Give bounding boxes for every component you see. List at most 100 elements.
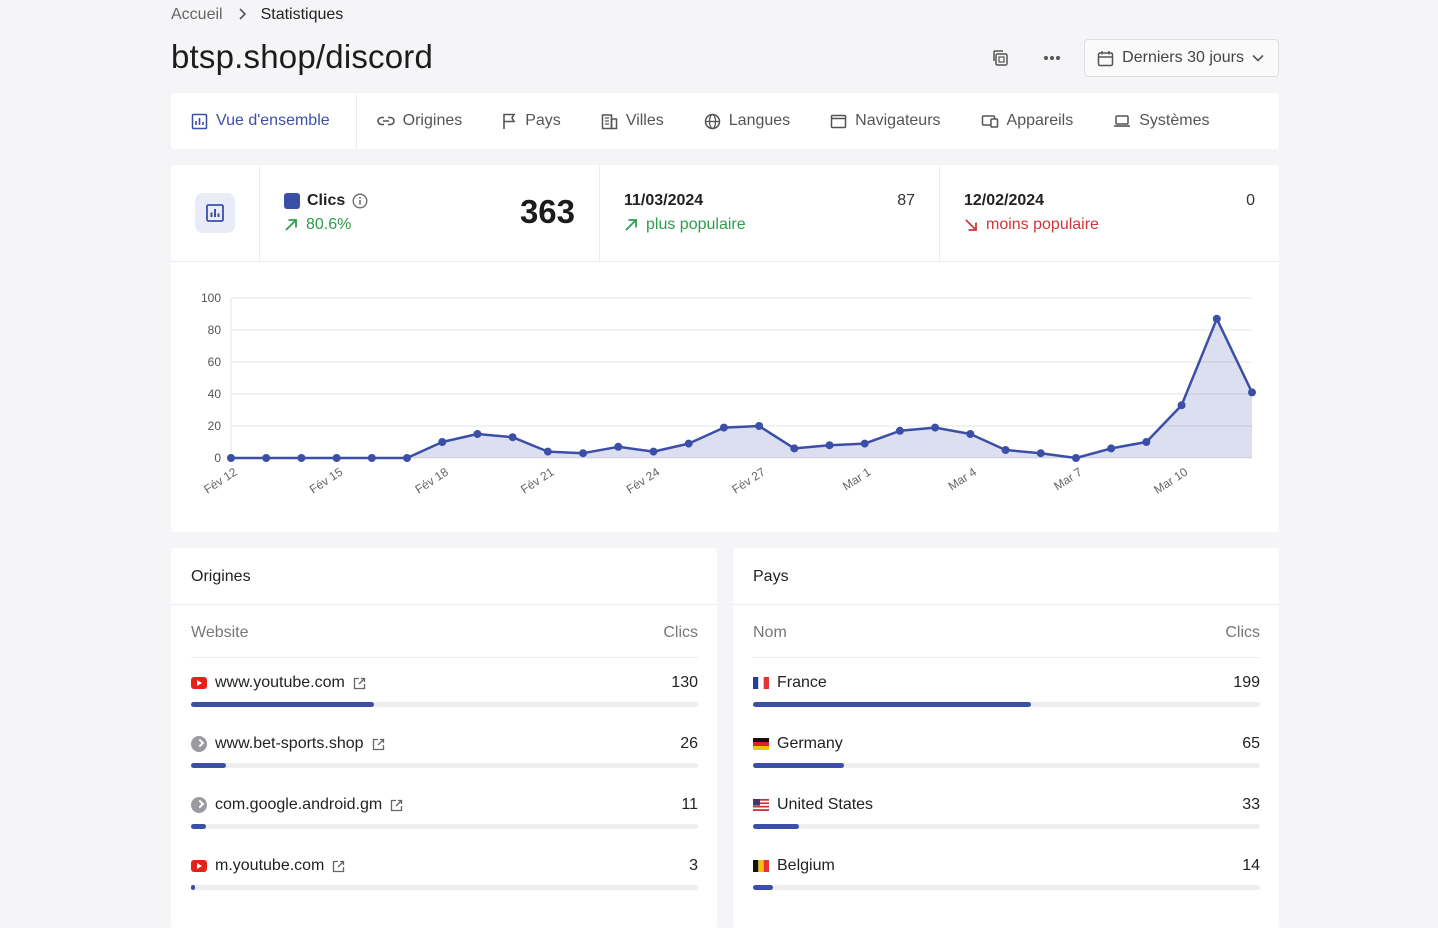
date-range-dropdown[interactable]: Derniers 30 jours — [1084, 39, 1279, 77]
worst-day-date: 12/02/2024 — [964, 192, 1045, 209]
list-item[interactable]: Belgium 14 — [753, 841, 1260, 902]
x-tick-label: Fév 12 — [201, 465, 240, 497]
x-tick-label: Fév 18 — [412, 465, 451, 497]
list-item[interactable]: www.youtube.com 130 — [191, 658, 698, 719]
list-item-label: com.google.android.gm — [215, 796, 383, 813]
share-bar — [753, 702, 1260, 707]
share-bar — [753, 824, 1260, 829]
list-item-value: 3 — [689, 857, 698, 874]
countries-title: Pays — [733, 548, 1279, 605]
external-link-icon[interactable] — [372, 738, 385, 751]
data-point — [790, 444, 799, 453]
data-point — [684, 439, 693, 448]
info-icon[interactable] — [352, 193, 368, 209]
tab-countries-label: Pays — [525, 112, 561, 129]
worst-day-stat: 12/02/2024 moins populaire 0 — [940, 165, 1279, 261]
belgium-flag-icon — [753, 860, 769, 872]
share-bar-fill — [191, 885, 196, 890]
list-item[interactable]: United States 33 — [753, 780, 1260, 841]
data-point — [895, 426, 904, 435]
tab-devices[interactable]: Appareils — [961, 93, 1094, 149]
list-item-label: Germany — [777, 735, 843, 752]
breadcrumb-home[interactable]: Accueil — [171, 6, 223, 23]
list-item[interactable]: www.bet-sports.shop 26 — [191, 719, 698, 780]
usa-flag-icon — [753, 799, 769, 811]
countries-col-name: Nom — [753, 624, 787, 641]
y-tick-label: 100 — [201, 291, 221, 305]
data-point — [1142, 438, 1151, 446]
series-color-swatch — [284, 193, 300, 209]
copy-button[interactable] — [980, 39, 1020, 77]
stats-tabs: Vue d'ensemble Origines Pays Villes Lang… — [171, 93, 1279, 149]
external-link-icon[interactable] — [332, 860, 345, 873]
chevron-down-icon — [1252, 54, 1264, 62]
share-bar-fill — [753, 885, 773, 890]
germany-flag-icon — [753, 738, 769, 750]
y-tick-label: 40 — [208, 387, 222, 401]
share-bar — [191, 824, 698, 829]
tab-devices-label: Appareils — [1006, 112, 1074, 129]
list-item[interactable]: com.google.android.gm 11 — [191, 780, 698, 841]
share-bar-fill — [191, 763, 227, 768]
laptop-icon — [1114, 115, 1131, 127]
x-tick-label: Fév 15 — [307, 465, 346, 497]
bar-chart-icon — [195, 193, 235, 233]
date-range-label: Derniers 30 jours — [1122, 49, 1244, 66]
clicks-total: 363 — [519, 193, 575, 230]
external-link-icon[interactable] — [353, 677, 366, 690]
overview-panel: Clics 80.6% 363 11/03/2024 plus populair… — [171, 165, 1279, 532]
data-point — [966, 430, 975, 438]
y-tick-label: 60 — [208, 355, 222, 369]
x-tick-label: Mar 10 — [1151, 465, 1190, 497]
france-flag-icon — [753, 677, 769, 689]
list-item-label: m.youtube.com — [215, 857, 325, 874]
tab-origins[interactable]: Origines — [357, 93, 483, 149]
tab-browsers[interactable]: Navigateurs — [810, 93, 960, 149]
share-bar-fill — [753, 824, 800, 829]
y-tick-label: 0 — [214, 451, 221, 465]
countries-list: France 199 Germany 65 United States 33 Belgium… — [733, 658, 1279, 902]
countries-col-value: Clics — [1225, 624, 1260, 641]
flag-icon — [503, 113, 516, 129]
more-options-button[interactable] — [1032, 39, 1072, 77]
data-point — [825, 441, 834, 450]
list-item-label: www.bet-sports.shop — [215, 735, 364, 752]
data-point — [579, 449, 588, 458]
data-point — [1071, 454, 1080, 462]
breadcrumb-current: Statistiques — [260, 6, 344, 23]
share-bar — [753, 763, 1260, 768]
best-day-value: 87 — [897, 192, 915, 209]
data-point — [755, 422, 764, 430]
clicks-stat: Clics 80.6% 363 — [260, 165, 600, 261]
worst-day-note: moins populaire — [986, 216, 1099, 233]
external-link-icon[interactable] — [390, 799, 403, 812]
tab-languages[interactable]: Langues — [684, 93, 810, 149]
clicks-change: 80.6% — [306, 216, 352, 233]
list-item-value: 14 — [1242, 857, 1260, 874]
list-item[interactable]: m.youtube.com 3 — [191, 841, 698, 902]
share-bar-fill — [191, 824, 207, 829]
y-tick-label: 20 — [208, 419, 222, 433]
header-actions: Derniers 30 jours — [980, 39, 1279, 77]
tab-cities[interactable]: Villes — [581, 93, 684, 149]
stats-summary: Clics 80.6% 363 11/03/2024 plus populair… — [171, 165, 1279, 262]
data-point — [543, 447, 552, 456]
list-item[interactable]: Germany 65 — [753, 719, 1260, 780]
data-point — [1248, 388, 1256, 397]
data-point — [860, 439, 869, 448]
list-item-value: 130 — [671, 674, 698, 691]
bar-chart-icon — [191, 113, 208, 129]
calendar-icon — [1097, 50, 1114, 66]
tab-overview[interactable]: Vue d'ensemble — [171, 93, 357, 149]
tab-overview-label: Vue d'ensemble — [216, 112, 330, 129]
tab-countries[interactable]: Pays — [482, 93, 581, 149]
x-tick-label: Mar 1 — [840, 465, 874, 494]
list-item[interactable]: France 199 — [753, 658, 1260, 719]
countries-card: Pays Nom Clics France 199 Germany 65 United … — [733, 548, 1279, 928]
data-point — [1036, 449, 1045, 458]
tab-systems[interactable]: Systèmes — [1093, 93, 1229, 149]
globe-icon — [704, 113, 721, 129]
link-icon — [376, 116, 395, 126]
x-tick-label: Fév 24 — [624, 465, 663, 497]
share-bar-fill — [753, 763, 844, 768]
